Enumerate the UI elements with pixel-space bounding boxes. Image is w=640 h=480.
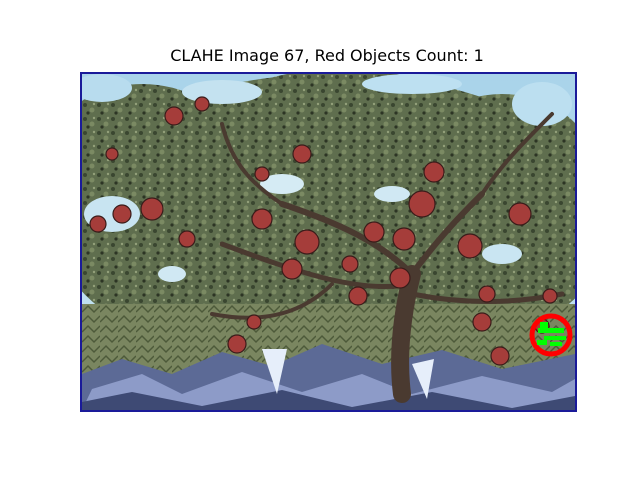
apple-tree-photo — [82, 74, 575, 410]
detection-marker — [529, 313, 573, 357]
apples — [89, 96, 558, 366]
detection-circle — [529, 313, 573, 357]
figure-title: CLAHE Image 67, Red Objects Count: 1 — [170, 46, 484, 65]
detection-mask — [537, 322, 566, 346]
foreground-mulch — [82, 344, 575, 410]
image-frame — [80, 72, 577, 412]
